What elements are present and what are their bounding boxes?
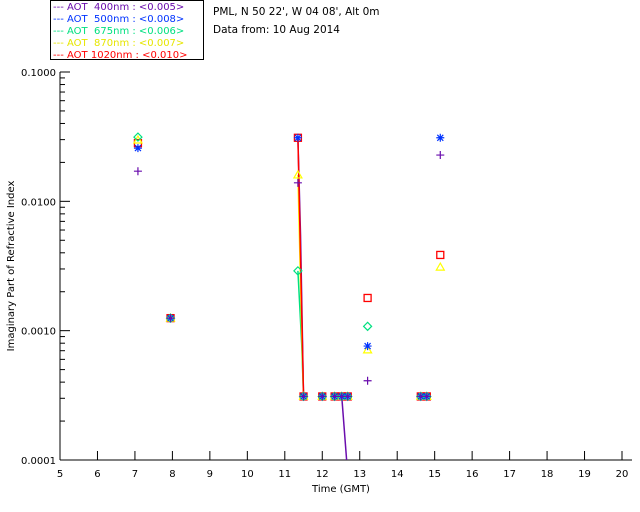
x-tick-label: 6 — [94, 469, 100, 480]
legend-item-1020: --- AOT 1020nm : <0.010> — [53, 50, 188, 61]
data-point — [343, 392, 352, 401]
site-info: PML, N 50 22', W 04 08', Alt 0m — [213, 6, 380, 18]
x-tick-label: 10 — [241, 469, 254, 480]
data-point — [362, 321, 373, 332]
x-tick-label: 20 — [616, 469, 629, 480]
data-point — [436, 133, 445, 142]
data-point — [363, 293, 372, 303]
x-tick-label: 17 — [503, 469, 516, 480]
x-tick-label: 14 — [391, 469, 404, 480]
x-tick-label: 19 — [578, 469, 591, 480]
x-tick-label: 16 — [466, 469, 479, 480]
data-point — [436, 151, 445, 160]
data-point — [363, 376, 372, 385]
data-point — [292, 169, 303, 179]
y-axis-label: Imaginary Part of Refractive Index — [6, 181, 17, 352]
data-point — [293, 133, 302, 142]
data-point — [435, 261, 446, 271]
data-point — [330, 392, 339, 401]
data-point — [293, 266, 303, 276]
x-tick-label: 18 — [541, 469, 554, 480]
y-tick-label: 0.1000 — [21, 68, 56, 79]
y-tick-label: 0.0010 — [21, 327, 56, 338]
series-line-0 — [341, 396, 348, 461]
series-line-4 — [297, 137, 305, 397]
legend-item-500: --- AOT 500nm : <0.008> — [53, 14, 185, 25]
x-tick-label: 15 — [428, 469, 441, 480]
data-point — [436, 250, 445, 260]
data-point — [166, 314, 175, 323]
legend-item-675: --- AOT 675nm : <0.006> — [53, 26, 185, 37]
data-point — [133, 132, 143, 142]
legend: --- AOT 400nm : <0.005> --- AOT 500nm : … — [50, 0, 204, 61]
data-point — [318, 392, 327, 401]
date-info: Data from: 10 Aug 2014 — [213, 24, 340, 36]
x-tick-label: 8 — [169, 469, 175, 480]
x-tick-label: 13 — [353, 469, 366, 480]
legend-item-870: --- AOT 870nm : <0.007> — [53, 38, 185, 49]
x-tick-label: 7 — [132, 469, 138, 480]
data-point — [133, 167, 142, 176]
data-point — [299, 392, 308, 401]
data-point — [293, 178, 302, 187]
data-point — [133, 144, 142, 153]
data-point — [363, 342, 372, 351]
y-tick-label: 0.0001 — [21, 456, 56, 467]
y-tick-label: 0.0100 — [21, 197, 56, 208]
x-tick-label: 9 — [207, 469, 213, 480]
data-point — [362, 344, 373, 354]
x-tick-label: 12 — [316, 469, 329, 480]
x-axis-label: Time (GMT) — [311, 484, 370, 495]
data-point — [422, 392, 431, 401]
x-tick-label: 11 — [278, 469, 291, 480]
x-tick-label: 5 — [57, 469, 63, 480]
legend-item-400: --- AOT 400nm : <0.005> — [53, 2, 185, 13]
